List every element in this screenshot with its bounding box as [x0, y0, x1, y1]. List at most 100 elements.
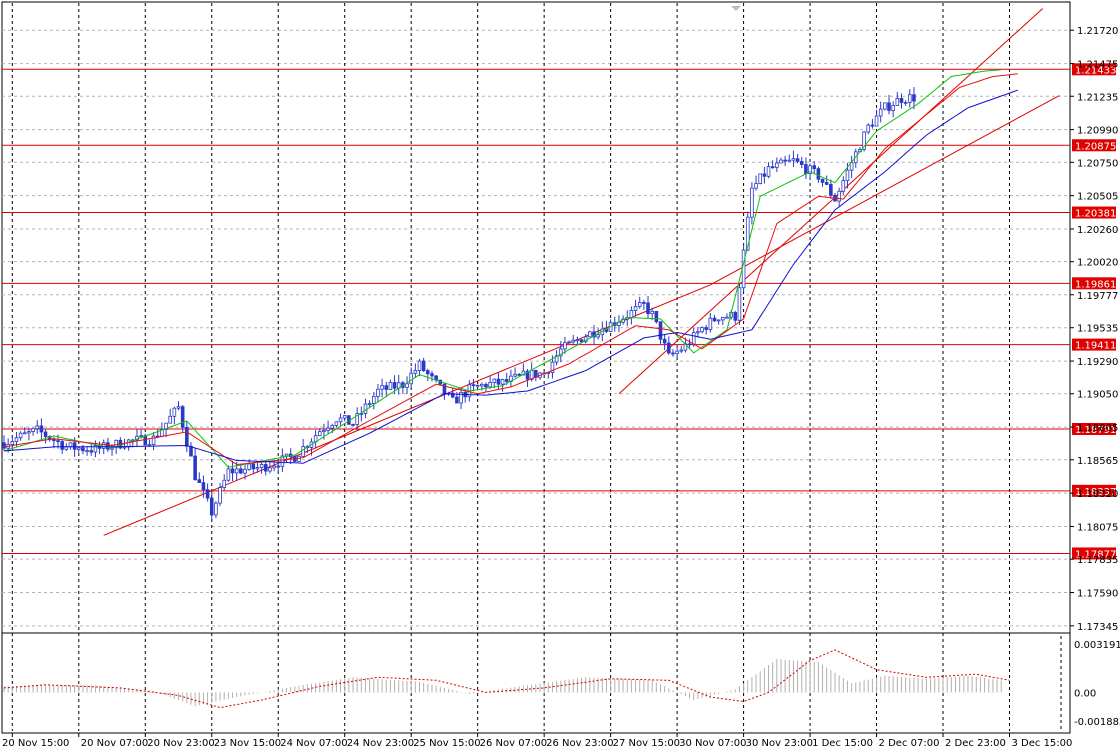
candle-body — [268, 467, 272, 472]
candle-body — [388, 382, 393, 390]
candle-body — [35, 425, 40, 430]
candle-body — [770, 166, 775, 169]
candle-body — [708, 317, 713, 330]
candle-body — [766, 166, 771, 177]
time-tick-label: 20 Nov 23:00 — [147, 738, 214, 749]
candle-body — [363, 403, 368, 414]
candle-body — [247, 463, 251, 470]
candle-body — [351, 423, 355, 426]
candle-body — [492, 378, 497, 383]
candle-body — [745, 216, 750, 251]
candle-body — [189, 445, 193, 457]
candle-body — [56, 440, 60, 443]
time-axis: 20 Nov 15:00 20 Nov 07:00 20 Nov 23:00 23 N… — [2, 733, 1072, 749]
candle-body — [93, 445, 98, 453]
candle-body — [633, 306, 638, 311]
candle-body — [201, 482, 206, 491]
candle-body — [887, 102, 891, 111]
level-price-tag — [1072, 206, 1116, 219]
candle-body — [654, 310, 659, 323]
candle-body — [775, 162, 779, 168]
candle-body — [642, 302, 646, 304]
candle-body — [176, 406, 181, 409]
candle-body — [662, 338, 667, 344]
level-price-tag — [1072, 63, 1116, 76]
candle-body — [168, 415, 173, 424]
moving-average-red — [3, 73, 1018, 466]
price-tick-label: 1.20750 — [1077, 158, 1118, 169]
level-price-label: 1.18337 — [1075, 487, 1116, 498]
time-tick-label: 1 Dec 15:00 — [812, 738, 873, 749]
candle-body — [114, 439, 118, 448]
time-tick-label: 26 Nov 23:00 — [546, 738, 613, 749]
candle-body — [525, 370, 530, 380]
level-price-tag — [1072, 277, 1116, 290]
candle-body — [629, 310, 634, 318]
candle-body — [234, 468, 239, 474]
candle-body — [841, 180, 846, 192]
level-price-label: 1.20381 — [1075, 209, 1116, 220]
time-tick-label: 30 Nov 07:00 — [679, 738, 746, 749]
time-tick-label: 20 Nov 07:00 — [81, 738, 148, 749]
candle-body — [317, 431, 322, 437]
candle-body — [326, 427, 330, 431]
time-tick-label: 2 Dec 07:00 — [879, 738, 940, 749]
candle-body — [81, 447, 85, 452]
candle-body — [691, 332, 696, 345]
candle-body — [899, 98, 904, 103]
candle-body — [214, 502, 218, 516]
candle-body — [891, 105, 895, 111]
candle-body — [85, 450, 89, 453]
candle-body — [779, 159, 783, 164]
candle-body — [480, 383, 484, 387]
candle-body — [392, 382, 397, 389]
candle-body — [563, 342, 567, 350]
candle-body — [588, 331, 592, 338]
time-tick-label: 2 Dec 23:00 — [945, 738, 1006, 749]
candle-body — [243, 468, 247, 474]
candle-body — [263, 464, 268, 472]
candle-body — [272, 465, 276, 469]
level-price-label: 1.21433 — [1075, 65, 1116, 76]
candle-body — [89, 450, 94, 453]
candle-body — [185, 426, 189, 447]
price-tick-label: 1.19535 — [1077, 324, 1118, 335]
candle-body — [762, 173, 767, 177]
candle-body — [2, 442, 6, 449]
candle-body — [122, 446, 127, 449]
candle-body — [737, 287, 742, 321]
candle-body — [139, 435, 143, 437]
candle-body — [27, 431, 31, 434]
candle-body — [371, 396, 376, 404]
candle-body — [421, 360, 426, 372]
candle-body — [450, 392, 455, 398]
price-tick-label: 1.20505 — [1077, 192, 1118, 203]
candle-body — [471, 384, 476, 387]
candle-body — [164, 422, 168, 431]
candle-body — [721, 317, 725, 321]
level-price-label: 1.20875 — [1075, 141, 1116, 152]
candle-body — [787, 159, 792, 162]
price-tick-label: 1.17345 — [1077, 622, 1118, 633]
price-tick-label: 1.17835 — [1077, 555, 1118, 566]
candle-body — [521, 370, 526, 376]
candle-body — [106, 442, 110, 450]
price-tick-label: 1.21475 — [1077, 60, 1118, 71]
horizontal-levels[interactable]: 1.21433 1.20875 1.20381 1.19861 1.19411 1.187… — [2, 63, 1116, 560]
candle-body — [384, 385, 389, 390]
level-price-label: 1.19861 — [1075, 279, 1116, 290]
candle-body — [700, 327, 704, 333]
trend-line — [710, 95, 1060, 286]
candle-body — [151, 435, 156, 445]
scroll-marker-icon[interactable] — [731, 6, 741, 11]
candle-body — [475, 384, 480, 387]
candle-body — [218, 487, 222, 504]
candle-body — [675, 350, 679, 354]
candle-body — [504, 379, 509, 382]
candle-body — [733, 312, 738, 321]
candle-body — [68, 442, 73, 448]
candle-body — [101, 442, 106, 449]
level-price-label: 1.17877 — [1075, 549, 1116, 560]
